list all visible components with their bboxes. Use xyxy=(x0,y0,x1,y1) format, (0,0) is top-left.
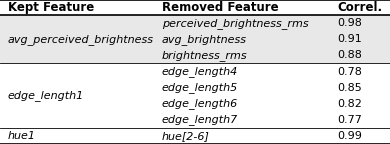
Text: edge_length6: edge_length6 xyxy=(162,98,238,109)
Text: avg_perceived_brightness: avg_perceived_brightness xyxy=(8,34,154,45)
Text: Kept Feature: Kept Feature xyxy=(8,1,94,14)
Text: brightness_rms: brightness_rms xyxy=(162,50,248,61)
Text: avg_brightness: avg_brightness xyxy=(162,34,247,45)
Bar xyxy=(0,128,390,144)
Text: 0.99: 0.99 xyxy=(337,131,362,141)
Text: edge_length5: edge_length5 xyxy=(162,82,238,93)
Text: edge_length1: edge_length1 xyxy=(8,90,84,101)
Text: hue[2-6]: hue[2-6] xyxy=(162,131,210,141)
Text: 0.77: 0.77 xyxy=(337,115,362,125)
Text: edge_length7: edge_length7 xyxy=(162,114,238,125)
Text: 0.88: 0.88 xyxy=(337,50,362,60)
Bar xyxy=(0,0,390,15)
Text: edge_length4: edge_length4 xyxy=(162,66,238,77)
Text: 0.82: 0.82 xyxy=(337,99,362,109)
Text: 0.91: 0.91 xyxy=(337,34,362,44)
Text: 0.98: 0.98 xyxy=(337,18,362,28)
Text: Correl.: Correl. xyxy=(337,1,383,14)
Text: 0.78: 0.78 xyxy=(337,67,362,76)
Text: Removed Feature: Removed Feature xyxy=(162,1,278,14)
Text: hue1: hue1 xyxy=(8,131,36,141)
Bar xyxy=(0,64,390,128)
Bar xyxy=(0,15,390,64)
Text: perceived_brightness_rms: perceived_brightness_rms xyxy=(162,18,308,29)
Text: 0.85: 0.85 xyxy=(337,83,362,93)
